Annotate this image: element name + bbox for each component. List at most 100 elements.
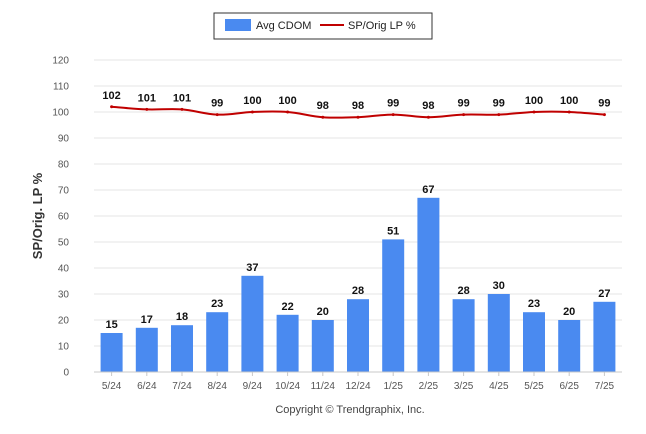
bar xyxy=(593,301,616,372)
line-value-label: 99 xyxy=(598,98,610,110)
line-point xyxy=(250,110,254,114)
y-tick-label: 70 xyxy=(58,186,70,197)
y-tick-label: 30 xyxy=(58,290,70,301)
line-value-label: 100 xyxy=(278,95,296,107)
line-point xyxy=(321,115,325,119)
bar-value-label: 15 xyxy=(105,319,117,331)
y-tick-label: 100 xyxy=(52,108,69,119)
bar xyxy=(135,327,158,372)
y-tick-label: 90 xyxy=(58,134,70,145)
bar xyxy=(523,312,545,372)
bar-value-label: 20 xyxy=(563,306,575,318)
x-tick-label: 8/24 xyxy=(207,381,227,392)
line-value-label: 98 xyxy=(422,100,434,112)
bar xyxy=(417,197,440,372)
x-tick-label: 5/24 xyxy=(102,381,122,392)
bar xyxy=(487,294,510,372)
bar xyxy=(382,239,405,372)
x-tick-label: 6/25 xyxy=(559,381,579,392)
line-value-label: 99 xyxy=(493,98,505,110)
y-tick-label: 50 xyxy=(58,238,70,249)
line-value-label: 99 xyxy=(211,98,223,110)
line-point xyxy=(356,115,360,119)
x-tick-label: 7/24 xyxy=(172,381,192,392)
y-tick-label: 60 xyxy=(58,212,70,223)
bar-value-label: 18 xyxy=(176,311,188,323)
axis-layer: 0 10 20 30 40 50 60 70 80 90 100 110 120 5/24 6/24 7/24… xyxy=(52,56,622,392)
bar xyxy=(171,325,193,372)
bar xyxy=(347,299,369,372)
legend-line-label: SP/Orig LP % xyxy=(348,20,416,32)
y-tick-label: 120 xyxy=(52,56,69,67)
line-point xyxy=(426,115,430,119)
legend-bar-swatch xyxy=(225,19,251,31)
line-point xyxy=(532,110,536,114)
line-point xyxy=(602,113,606,117)
bar-layer xyxy=(100,197,616,372)
y-tick-label: 20 xyxy=(58,316,70,327)
line-layer xyxy=(110,105,606,119)
y-tick-label: 40 xyxy=(58,264,70,275)
bar-value-label: 67 xyxy=(422,184,434,196)
line-value-label: 99 xyxy=(387,98,399,110)
bar-value-label: 23 xyxy=(211,298,223,310)
y-tick-label: 110 xyxy=(53,82,69,93)
line-point xyxy=(567,110,571,114)
bar-value-label: 22 xyxy=(281,301,293,313)
line-value-label: 102 xyxy=(102,90,120,102)
line-point xyxy=(391,113,395,117)
line-point xyxy=(215,113,219,117)
bar-value-label: 28 xyxy=(352,285,364,297)
bar xyxy=(452,299,475,372)
line-value-label: 100 xyxy=(243,95,261,107)
bar-value-label: 23 xyxy=(528,298,540,310)
y-tick-label: 10 xyxy=(58,342,70,353)
legend: Avg CDOM SP/Orig LP % xyxy=(213,12,433,40)
legend-bar-label: Avg CDOM xyxy=(256,20,311,32)
y-tick-label: 0 xyxy=(63,368,69,379)
x-tick-label: 6/24 xyxy=(137,381,157,392)
bar xyxy=(276,314,299,372)
bar-value-label: 30 xyxy=(493,280,505,292)
line-point xyxy=(286,110,290,114)
line-point xyxy=(180,107,184,111)
x-tick-label: 3/25 xyxy=(454,381,474,392)
bar-value-label: 20 xyxy=(317,306,329,318)
line-value-label: 101 xyxy=(173,92,191,104)
bar-value-label: 37 xyxy=(246,262,258,274)
line-value-label: 98 xyxy=(317,100,329,112)
bar-value-label: 51 xyxy=(387,225,399,237)
x-tick-label: 10/24 xyxy=(275,381,300,392)
bar-value-label: 28 xyxy=(457,285,469,297)
line-value-label: 100 xyxy=(525,95,543,107)
x-tick-label: 12/24 xyxy=(345,381,370,392)
x-tick-label: 9/24 xyxy=(243,381,263,392)
label-layer: 15 17 18 23 37 22 20 28 51 67 28 30 23 20 27 102 101 101 9… xyxy=(102,90,610,331)
line-value-label: 99 xyxy=(457,98,469,110)
bar xyxy=(100,333,123,372)
line-value-label: 98 xyxy=(352,100,364,112)
x-tick-label: 1/25 xyxy=(383,381,403,392)
bar-value-label: 27 xyxy=(598,288,610,300)
line-point xyxy=(497,113,501,117)
y-axis-title: SP/Orig. LP % xyxy=(30,172,45,259)
line-point xyxy=(110,105,114,109)
bar-value-label: 17 xyxy=(141,314,153,326)
x-tick-label: 4/25 xyxy=(489,381,509,392)
line-point xyxy=(462,113,466,117)
bar xyxy=(558,320,581,372)
bar xyxy=(241,275,264,372)
line-value-label: 100 xyxy=(560,95,578,107)
line-point xyxy=(145,107,149,111)
y-tick-label: 80 xyxy=(58,160,70,171)
x-tick-label: 11/24 xyxy=(311,381,336,392)
x-tick-label: 7/25 xyxy=(595,381,615,392)
copyright-footer: Copyright © Trendgraphix, Inc. xyxy=(275,404,424,416)
bar xyxy=(311,320,334,372)
line-value-label: 101 xyxy=(138,92,156,104)
x-tick-label: 2/25 xyxy=(419,381,439,392)
bar xyxy=(206,312,229,372)
x-tick-label: 5/25 xyxy=(524,381,544,392)
